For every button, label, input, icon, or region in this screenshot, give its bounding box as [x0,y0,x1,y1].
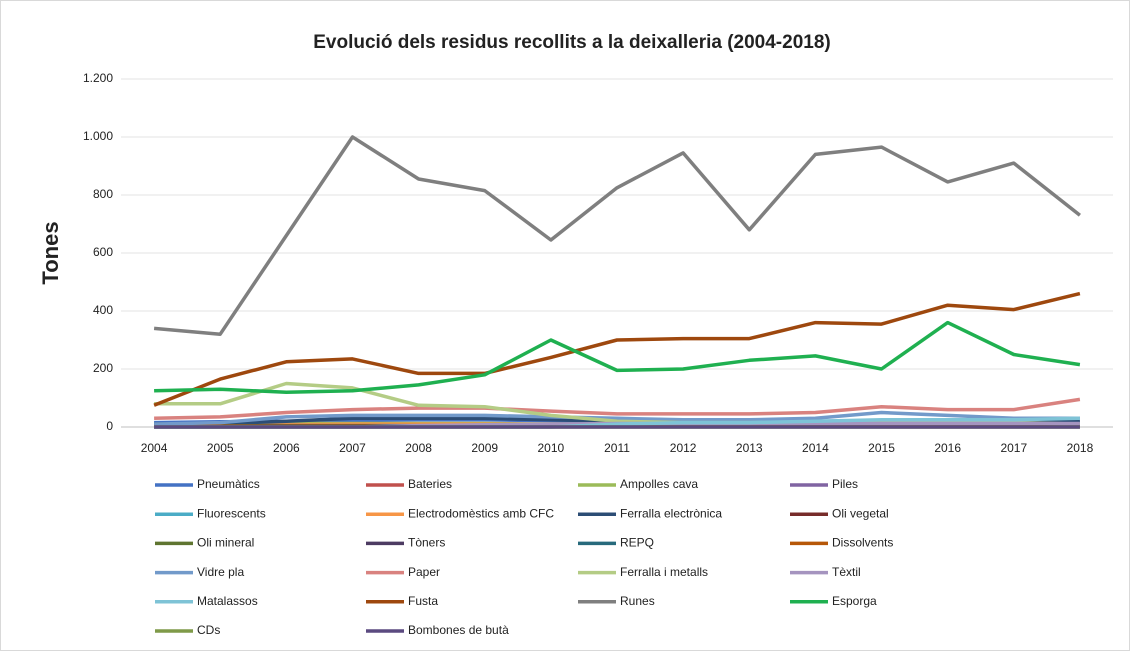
x-tick-label: 2009 [471,441,498,455]
chart-title: Evolució dels residus recollits a la dei… [313,32,830,53]
legend-label: Bombones de butà [408,623,509,637]
legend-label: REPQ [620,536,654,550]
legend-label: Oli vegetal [832,506,889,520]
x-tick-label: 2006 [273,441,300,455]
legend-label: Electrodomèstics amb CFC [408,506,554,520]
legend-label: Ferralla electrònica [620,506,722,520]
legend-label: Fusta [408,594,438,608]
x-tick-label: 2007 [339,441,366,455]
legend-label: Esporga [832,594,877,608]
legend-label: Bateries [408,477,452,491]
x-tick-label: 2005 [207,441,234,455]
x-tick-label: 2018 [1067,441,1094,455]
legend-label: Piles [832,477,858,491]
y-tick-label: 0 [106,419,113,433]
legend-label: CDs [197,623,220,637]
legend-label: Pneumàtics [197,477,260,491]
x-tick-label: 2004 [141,441,168,455]
legend-label: Dissolvents [832,536,893,550]
x-tick-label: 2013 [736,441,763,455]
legend-label: Fluorescents [197,506,266,520]
x-tick-label: 2012 [670,441,697,455]
y-tick-label: 1.200 [83,71,113,85]
x-tick-label: 2016 [934,441,961,455]
y-axis-label: Tones [38,221,63,284]
y-tick-label: 1.000 [83,129,113,143]
legend-label: Paper [408,565,440,579]
y-tick-label: 600 [93,245,113,259]
series-line [154,397,1081,421]
legend-label: Tèxtil [832,565,861,579]
y-tick-label: 800 [93,187,113,201]
legend-label: Matalassos [197,594,258,608]
x-tick-label: 2014 [802,441,829,455]
legend-label: Ferralla i metalls [620,565,708,579]
legend-label: Ampolles cava [620,477,698,491]
series-line [153,135,1081,336]
x-tick-label: 2017 [1000,441,1027,455]
series-line [154,320,1081,394]
x-tick-label: 2008 [405,441,432,455]
legend-label: Tòners [408,536,445,550]
series-line [154,410,1080,426]
x-tick-label: 2010 [538,441,565,455]
legend-label: Runes [620,594,655,608]
y-tick-label: 400 [93,303,113,317]
series-line [153,291,1081,407]
x-tick-label: 2011 [604,441,630,455]
legend-label: Oli mineral [197,536,254,550]
y-tick-label: 200 [93,361,113,375]
legend-label: Vidre pla [197,565,244,579]
x-tick-label: 2015 [868,441,895,455]
